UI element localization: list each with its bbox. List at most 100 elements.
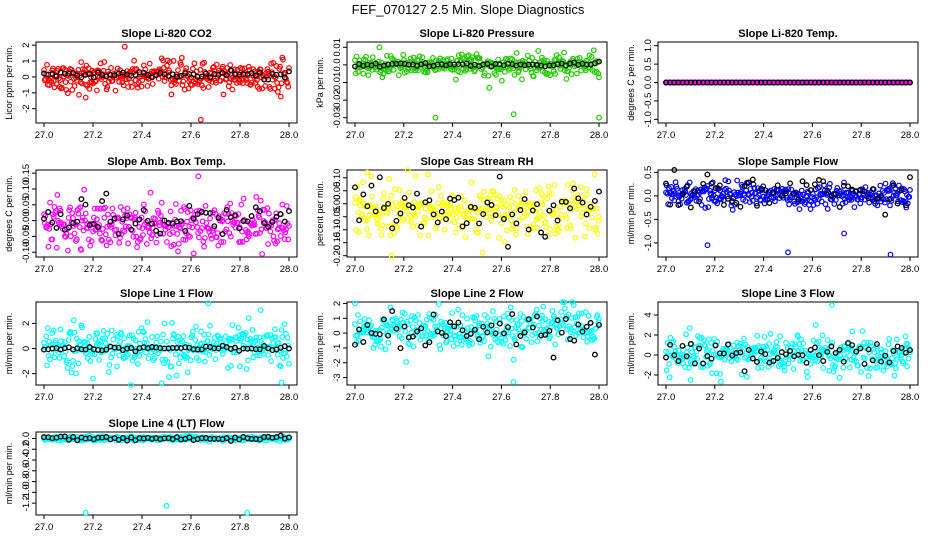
data-point [252,337,259,344]
reference-point [194,211,201,218]
data-point [408,218,415,225]
data-point [218,238,225,245]
reference-point [869,186,876,193]
data-point [595,70,602,77]
x-tick-label: 27.8 [231,264,250,275]
data-point [233,80,240,86]
data-point [286,360,292,367]
data-point [179,82,186,88]
data-point [789,340,795,347]
data-point [455,306,462,313]
reference-point [74,218,81,225]
outlier-point [244,509,251,516]
reference-point [782,351,789,358]
data-point [368,173,375,180]
data-point [821,182,827,189]
data-point [815,338,822,345]
data-point [182,236,189,243]
reference-point [712,185,719,192]
reference-point [61,433,68,440]
reference-point [53,73,60,80]
data-point [355,229,362,236]
data-point [140,201,147,208]
data-point [485,353,492,360]
data-point [435,301,442,308]
reference-point [443,216,449,223]
panel-8: Slope Line 3 Flow 27.0 27.2 27.4 27.6 27.8 28.… [626,288,919,403]
y-tick-label: 0.05 [332,182,343,201]
data-point [392,186,398,193]
y-tick-label: 0.0 [21,432,32,445]
data-point [780,361,787,367]
reference-point [119,434,126,441]
y-tick-label: 1 [21,58,32,63]
data-point [553,206,560,213]
reference-point [725,341,731,348]
series-points [663,167,913,258]
reference-point [538,229,545,236]
data-point [92,335,99,342]
data-point [65,337,72,344]
outlier-point [278,379,285,386]
data-point [239,238,246,245]
data-point [561,299,567,306]
data-point [390,66,397,73]
data-point [545,183,552,190]
data-point [855,362,861,369]
reference-point [53,224,60,231]
data-point [107,239,114,246]
y-axis-label: degrees C per min. [626,44,636,121]
data-point [151,355,158,362]
reference-point [571,185,578,192]
data-point [824,205,831,212]
data-point [783,339,789,346]
data-point [511,72,518,78]
x-tick-label: 27.4 [133,264,152,275]
data-point [705,204,712,211]
data-point [430,55,436,61]
data-point [586,225,593,231]
data-point [453,229,459,236]
data-point [819,332,826,339]
reference-point [886,196,893,203]
data-point [744,344,751,351]
outlier-point [687,377,694,383]
data-point [437,346,444,353]
reference-point [708,180,715,187]
data-point [488,217,495,224]
reference-point [737,349,744,356]
data-point [102,335,108,342]
reference-point [153,72,160,79]
y-tick-label: 0.01 [332,38,343,57]
panel-title: Slope Sample Flow [738,156,839,168]
data-point [209,79,216,85]
data-point [827,355,834,362]
data-point [116,239,123,246]
data-point [146,60,153,67]
reference-point [758,348,765,355]
series-points [663,79,913,86]
x-tick-label: 27.0 [657,264,676,275]
data-point [183,341,190,348]
reference-point [103,346,110,353]
data-point [473,313,480,319]
data-point [66,207,73,214]
data-point [249,327,256,333]
panel-5: Slope Sample Flow 27.0 27.2 27.4 27.6 27.8 28.… [626,156,919,275]
data-point [79,80,85,87]
data-point [169,319,176,326]
reference-point [667,201,674,208]
data-point [277,63,284,70]
data-point [179,338,186,345]
data-point [466,215,473,222]
data-point [479,249,486,256]
reference-point [144,71,151,78]
data-point [893,365,899,372]
reference-point [426,339,433,346]
data-point [683,331,689,338]
data-point [532,330,539,337]
data-point [467,65,473,72]
data-point [134,361,141,367]
data-point [481,70,488,76]
